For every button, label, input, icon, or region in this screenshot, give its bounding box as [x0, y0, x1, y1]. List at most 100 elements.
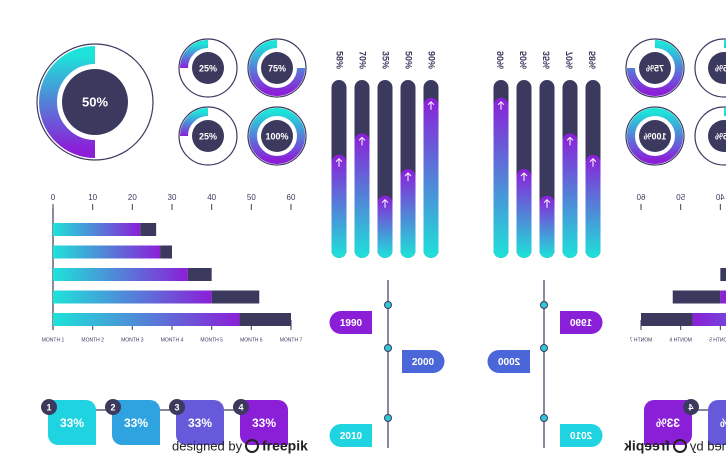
- donut-label: 25%: [715, 63, 726, 73]
- step-number: 4: [238, 402, 243, 412]
- step-label: 33%: [124, 416, 148, 430]
- step-number: 2: [110, 402, 115, 412]
- step-label: 33%: [252, 416, 276, 430]
- bar-filled: [692, 313, 726, 326]
- timeline-dot: [384, 414, 392, 422]
- category-label: MONTH 4: [161, 337, 184, 343]
- footer-brand: freepik: [624, 438, 670, 454]
- bar-filled: [53, 223, 141, 236]
- bar-filled: [53, 245, 161, 259]
- progress-arrow: [589, 158, 597, 167]
- timeline-pill: [560, 311, 603, 334]
- donut-outline: [694, 106, 726, 166]
- donut-arc: [249, 108, 305, 164]
- bar-rest: [187, 268, 212, 281]
- timeline-dot: [384, 301, 392, 309]
- x-tick-label: 50: [676, 193, 685, 202]
- progress-fill: [377, 195, 393, 258]
- step-badge: [233, 399, 249, 415]
- donut-center: [192, 52, 224, 84]
- progress-label: 50%: [404, 51, 414, 69]
- donut-outline: [625, 106, 685, 166]
- donut-center: [261, 52, 293, 84]
- x-tick-label: 50: [247, 193, 256, 202]
- step-label: 33%: [188, 416, 212, 430]
- donut-label: 100%: [265, 131, 288, 141]
- progress-fill: [400, 169, 416, 258]
- x-tick-label: 30: [168, 193, 177, 202]
- category-label: MONTH 5: [709, 337, 726, 343]
- step-box: [644, 400, 692, 445]
- x-tick-label: 0: [51, 193, 56, 202]
- progress-arrow: [427, 101, 435, 110]
- footer-brand: freepik: [262, 438, 308, 454]
- progress-fill: [562, 133, 578, 258]
- timeline-year: 2000: [412, 357, 435, 368]
- step-label: 33%: [720, 416, 726, 430]
- timeline-dot: [384, 344, 392, 352]
- progress-fill: [585, 154, 601, 258]
- progress-arrow: [358, 136, 366, 146]
- donut-outline: [625, 38, 685, 98]
- donut-outline: [694, 38, 726, 98]
- timeline-dot: [540, 344, 548, 352]
- donut-arc: [180, 40, 209, 69]
- step-number: 3: [174, 402, 179, 412]
- step-box: [176, 400, 224, 445]
- bar-rest: [239, 313, 291, 326]
- progress-label: 70%: [564, 51, 574, 69]
- donut-arc: [180, 108, 209, 137]
- timeline-year: 2010: [340, 431, 363, 442]
- bar-rest: [720, 268, 726, 281]
- donut-outline: [178, 106, 238, 166]
- donut-outline: [178, 38, 238, 98]
- progress-arrow: [543, 198, 551, 208]
- step-box: [48, 400, 96, 445]
- bar-rest: [641, 313, 693, 326]
- donut-center: [708, 52, 726, 84]
- step-number: 4: [688, 402, 693, 412]
- step-badge: [41, 399, 57, 415]
- progress-fill: [539, 195, 555, 258]
- progress-label: 90%: [427, 51, 437, 69]
- timeline-year: 1990: [569, 318, 592, 329]
- donut-label: 75%: [646, 63, 664, 73]
- step-box: [112, 400, 160, 445]
- donut-outline: [247, 106, 307, 166]
- bar-filled: [53, 268, 188, 281]
- progress-label: 70%: [358, 51, 368, 69]
- timeline-pill: [402, 350, 445, 373]
- step-label: 33%: [60, 416, 84, 430]
- bar-filled: [53, 313, 240, 326]
- x-tick-label: 20: [128, 193, 137, 202]
- step-box: [708, 400, 726, 445]
- donut-label: 25%: [199, 63, 217, 73]
- step-box: [240, 400, 288, 445]
- step-label: 33%: [656, 416, 680, 430]
- progress-arrow: [404, 172, 412, 181]
- progress-fill: [331, 154, 347, 258]
- timeline-pill: [329, 311, 372, 334]
- infographic-set: 50% 25% 75% 25% 100% 0 10 20 30 40 50 60 MONTH 1 MONT…: [36, 38, 445, 454]
- x-tick-label: 10: [88, 193, 97, 202]
- category-label: MONTH 3: [121, 337, 144, 343]
- bar-filled: [720, 290, 726, 304]
- donut-center: [261, 120, 293, 152]
- footer-icon: [673, 439, 687, 453]
- donut-label: 25%: [199, 131, 217, 141]
- progress-fill: [354, 133, 370, 258]
- progress-arrow: [335, 158, 343, 167]
- progress-fill: [423, 97, 439, 258]
- donut-center: [192, 120, 224, 152]
- step-badge: [169, 399, 185, 415]
- step-badge: [683, 399, 699, 415]
- progress-arrow: [381, 198, 389, 208]
- bar-rest: [160, 245, 172, 259]
- donut-center: [708, 120, 726, 152]
- donut-center: [62, 69, 128, 135]
- donut-label: 50%: [82, 94, 108, 109]
- bar-filled: [53, 290, 212, 304]
- timeline-year: 1990: [340, 318, 363, 329]
- progress-label: 35%: [541, 51, 551, 69]
- footer-icon: [245, 439, 259, 453]
